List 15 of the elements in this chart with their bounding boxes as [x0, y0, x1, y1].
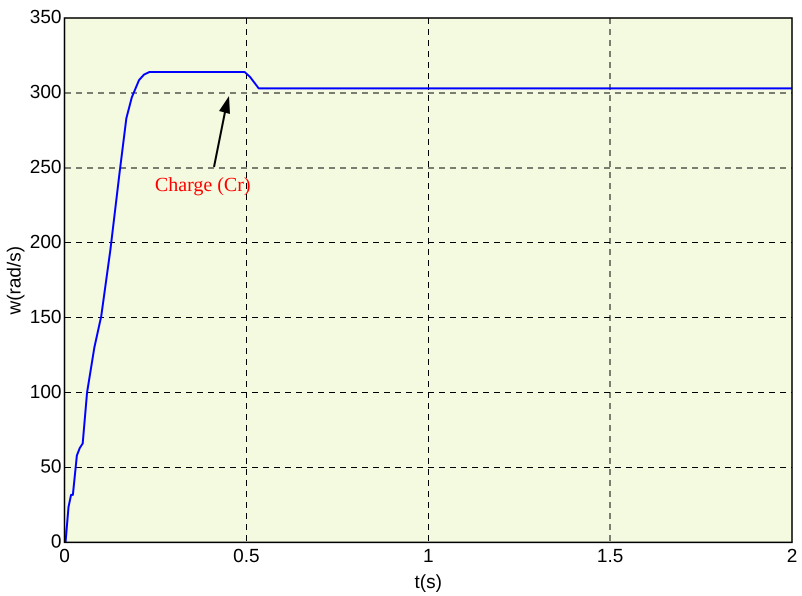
y-tick-label: 100 — [30, 382, 62, 403]
x-tick-label: 2 — [786, 546, 798, 568]
annotation: Charge (Cr) — [154, 174, 251, 196]
y-axis-title: w(rad/s) — [4, 246, 26, 316]
y-tick-label: 350 — [30, 7, 62, 28]
x-tick-label: 1.5 — [596, 546, 624, 568]
x-tick-label: 1 — [422, 546, 434, 568]
y-tick-label: 200 — [30, 232, 62, 253]
y-tick-label: 250 — [30, 157, 62, 178]
y-tick-label: 150 — [30, 306, 62, 328]
y-tick-label: 300 — [30, 82, 62, 104]
y-tick-label: 50 — [40, 456, 62, 478]
x-tick-label: 0.5 — [233, 546, 260, 568]
y-tick-label: 0 — [50, 532, 62, 553]
x-axis-title: t(s) — [414, 572, 442, 593]
